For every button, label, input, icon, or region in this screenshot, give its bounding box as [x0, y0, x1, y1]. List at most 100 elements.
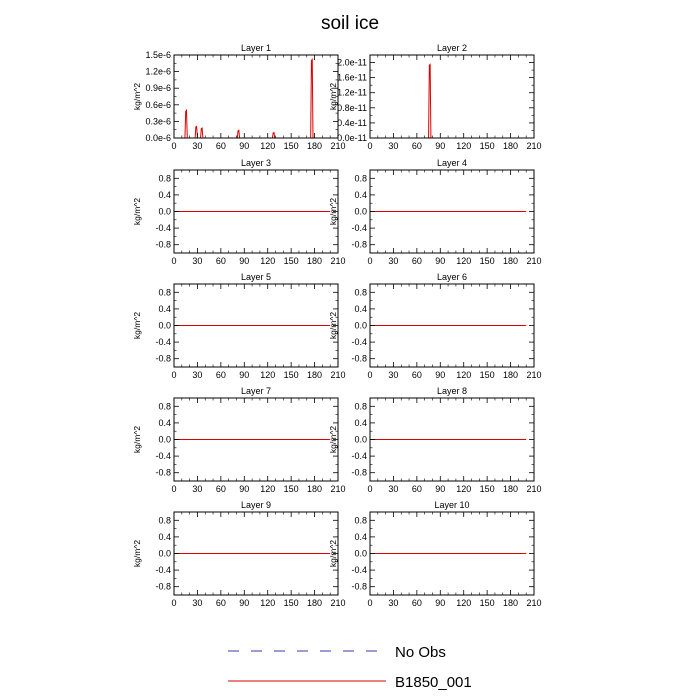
panel-title: Layer 8: [437, 386, 467, 396]
y-tick-label: -0.8: [351, 240, 367, 250]
y-tick-label: 1.2e-11: [337, 88, 367, 98]
x-tick-label: 150: [480, 141, 495, 151]
y-tick-label: 0.8: [158, 401, 171, 411]
y-tick-label: -0.4: [155, 451, 171, 461]
x-tick-label: 0: [367, 256, 372, 266]
y-axis-label: kg/m^2: [328, 540, 338, 567]
panel-title: Layer 5: [241, 272, 271, 282]
x-tick-label: 210: [526, 256, 541, 266]
y-tick-label: 0.8: [158, 287, 171, 297]
x-tick-label: 0: [171, 598, 176, 608]
panel-layer-6: 0 30 60 90 120 150 180 210 -0.8 -0.4 0.0 0.4 0.8 Laye…: [328, 272, 542, 380]
panel-layer-1: 0 30 60 90 120 150 180 210 0.0e-6 0.3e-6 0.6e-6 0.9…: [132, 43, 346, 151]
x-tick-label: 60: [412, 370, 422, 380]
x-tick-label: 60: [216, 598, 226, 608]
x-tick-label: 90: [435, 370, 445, 380]
legend-entry-1: No Obs: [228, 644, 446, 661]
y-tick-label: -0.8: [351, 582, 367, 592]
x-tick-label: 90: [239, 484, 249, 494]
x-tick-label: 90: [435, 256, 445, 266]
x-tick-label: 90: [435, 598, 445, 608]
y-tick-label: -0.4: [155, 223, 171, 233]
legend-label: B1850_001: [395, 674, 472, 691]
x-tick-label: 30: [388, 256, 398, 266]
y-tick-label: 0.8e-11: [337, 103, 367, 113]
panel-title: Layer 1: [241, 43, 271, 53]
y-tick-label: 0.6e-6: [145, 100, 171, 110]
x-tick-label: 0: [171, 141, 176, 151]
plot-frame: [173, 54, 339, 139]
x-tick-label: 30: [192, 141, 202, 151]
legend-label: No Obs: [395, 644, 446, 661]
panel-layer-10: 0 30 60 90 120 150 180 210 -0.8 -0.4 0.0 0.4 0.8 Laye…: [328, 500, 542, 608]
y-tick-label: -0.4: [351, 223, 367, 233]
x-tick-label: 30: [388, 484, 398, 494]
y-tick-label: 1.5e-6: [145, 50, 171, 60]
y-tick-label: -0.8: [155, 354, 171, 364]
y-tick-label: 0.0e-6: [145, 133, 171, 143]
y-tick-label: -0.8: [155, 468, 171, 478]
x-tick-label: 180: [307, 484, 322, 494]
x-tick-label: 210: [330, 141, 345, 151]
y-tick-label: 0.0: [354, 207, 367, 217]
y-tick-label: 0.4e-11: [337, 118, 367, 128]
x-tick-label: 180: [307, 141, 322, 151]
panel-layer-7: 0 30 60 90 120 150 180 210 -0.8 -0.4 0.0 0.4 0.8 Laye…: [132, 386, 346, 494]
y-tick-label: 0.0: [158, 207, 171, 217]
x-tick-label: 60: [216, 141, 226, 151]
x-tick-label: 0: [171, 370, 176, 380]
x-tick-label: 30: [388, 370, 398, 380]
y-tick-label: 0.8: [354, 173, 367, 183]
x-tick-label: 120: [456, 598, 471, 608]
y-tick-label: 0.4: [158, 190, 171, 200]
plot-frame: [369, 54, 535, 139]
x-tick-label: 90: [435, 141, 445, 151]
x-tick-label: 210: [330, 256, 345, 266]
x-tick-label: 60: [412, 141, 422, 151]
x-tick-label: 150: [284, 256, 299, 266]
x-tick-label: 210: [330, 598, 345, 608]
x-tick-label: 210: [526, 484, 541, 494]
x-tick-label: 0: [171, 484, 176, 494]
panels-group: 0 30 60 90 120 150 180 210 0.0e-6 0.3e-6 0.6e-6 0.9…: [132, 43, 542, 608]
x-tick-label: 120: [456, 141, 471, 151]
panel-layer-3: 0 30 60 90 120 150 180 210 -0.8 -0.4 0.0 0.4 0.8 Laye…: [132, 158, 346, 266]
x-tick-label: 180: [503, 484, 518, 494]
x-tick-label: 60: [216, 256, 226, 266]
x-tick-label: 180: [307, 256, 322, 266]
panel-title: Layer 6: [437, 272, 467, 282]
x-tick-label: 30: [192, 370, 202, 380]
panel-layer-8: 0 30 60 90 120 150 180 210 -0.8 -0.4 0.0 0.4 0.8 Laye…: [328, 386, 542, 494]
y-tick-label: -0.4: [155, 337, 171, 347]
x-tick-label: 150: [284, 484, 299, 494]
x-tick-label: 60: [412, 484, 422, 494]
panel-title: Layer 2: [437, 43, 467, 53]
y-tick-label: -0.8: [155, 582, 171, 592]
x-tick-label: 30: [388, 598, 398, 608]
x-tick-label: 210: [330, 484, 345, 494]
panel-layer-9: 0 30 60 90 120 150 180 210 -0.8 -0.4 0.0 0.4 0.8 Laye…: [132, 500, 346, 608]
y-axis-label: kg/m^2: [328, 83, 338, 110]
x-tick-label: 150: [480, 598, 495, 608]
y-tick-label: 2.0e-11: [337, 58, 367, 68]
y-tick-label: 0.0: [158, 435, 171, 445]
x-tick-label: 60: [216, 370, 226, 380]
y-tick-label: 0.0: [354, 321, 367, 331]
x-tick-label: 150: [284, 141, 299, 151]
y-tick-label: 0.4: [354, 190, 367, 200]
y-tick-label: 1.2e-6: [145, 67, 171, 77]
y-tick-label: 0.4: [158, 418, 171, 428]
y-axis-label: kg/m^2: [132, 540, 142, 567]
y-tick-label: 0.0e-11: [337, 133, 367, 143]
y-tick-label: 0.8: [354, 287, 367, 297]
x-tick-label: 120: [456, 370, 471, 380]
x-tick-label: 120: [260, 256, 275, 266]
x-tick-label: 0: [367, 598, 372, 608]
legend: No Obs B1850_001: [228, 644, 472, 691]
x-tick-label: 30: [388, 141, 398, 151]
x-tick-label: 90: [435, 484, 445, 494]
x-tick-label: 150: [284, 370, 299, 380]
y-tick-label: -0.8: [351, 468, 367, 478]
y-axis-label: kg/m^2: [328, 426, 338, 453]
